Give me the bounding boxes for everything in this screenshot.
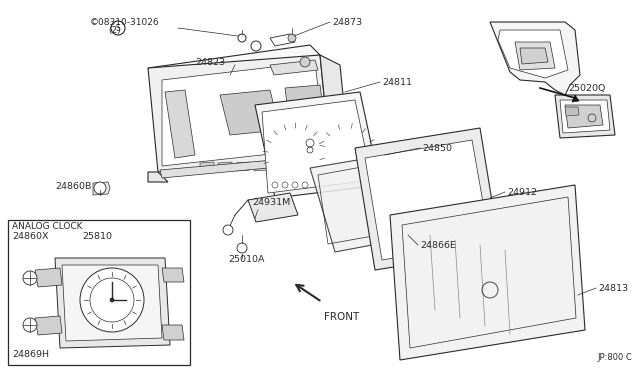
Polygon shape <box>62 265 162 341</box>
Polygon shape <box>162 268 184 282</box>
Polygon shape <box>320 55 350 165</box>
Text: 24813: 24813 <box>598 284 628 293</box>
Polygon shape <box>565 107 579 116</box>
Polygon shape <box>160 155 332 178</box>
Polygon shape <box>254 162 268 171</box>
Polygon shape <box>270 60 318 75</box>
Text: 24860X: 24860X <box>12 232 49 241</box>
Polygon shape <box>148 55 330 172</box>
Polygon shape <box>498 30 568 78</box>
Text: 24850: 24850 <box>422 144 452 153</box>
Circle shape <box>111 21 125 35</box>
Polygon shape <box>35 316 62 335</box>
Circle shape <box>251 41 261 51</box>
Polygon shape <box>55 258 170 348</box>
Text: 24860B: 24860B <box>55 182 92 191</box>
Text: 24811: 24811 <box>382 78 412 87</box>
Circle shape <box>23 318 37 332</box>
Text: 24869H: 24869H <box>12 350 49 359</box>
Circle shape <box>238 34 246 42</box>
Text: 25010A: 25010A <box>228 255 264 264</box>
Polygon shape <box>162 325 184 340</box>
Text: FRONT: FRONT <box>324 312 359 322</box>
Polygon shape <box>565 105 603 128</box>
Polygon shape <box>490 22 580 95</box>
Text: 24873: 24873 <box>332 18 362 27</box>
Polygon shape <box>295 137 328 158</box>
Text: 24823: 24823 <box>195 58 225 67</box>
Polygon shape <box>365 140 490 260</box>
Polygon shape <box>255 92 380 198</box>
Circle shape <box>23 271 37 285</box>
Polygon shape <box>162 62 325 166</box>
Text: S: S <box>116 23 120 32</box>
Polygon shape <box>236 162 250 171</box>
Polygon shape <box>555 95 615 138</box>
Text: 24931M: 24931M <box>252 198 291 207</box>
Text: 25020Q: 25020Q <box>568 84 605 93</box>
Polygon shape <box>310 152 425 252</box>
Polygon shape <box>520 48 548 64</box>
Circle shape <box>80 268 144 332</box>
Polygon shape <box>220 90 280 135</box>
Polygon shape <box>572 95 579 102</box>
Circle shape <box>223 225 233 235</box>
Polygon shape <box>270 34 295 46</box>
Text: 24866E: 24866E <box>420 241 456 250</box>
Text: JP:800 C: JP:800 C <box>597 353 632 362</box>
Polygon shape <box>148 45 320 80</box>
Polygon shape <box>355 128 500 270</box>
Circle shape <box>300 57 310 67</box>
Polygon shape <box>285 85 325 128</box>
Polygon shape <box>93 182 110 195</box>
Polygon shape <box>218 162 232 171</box>
Polygon shape <box>560 100 610 133</box>
Polygon shape <box>148 172 168 182</box>
Text: (2): (2) <box>108 26 120 35</box>
Circle shape <box>110 298 114 302</box>
Polygon shape <box>238 244 246 252</box>
Polygon shape <box>262 100 372 193</box>
Polygon shape <box>200 162 214 171</box>
Circle shape <box>94 182 106 194</box>
Polygon shape <box>35 268 62 287</box>
Text: 25810: 25810 <box>82 232 112 241</box>
Polygon shape <box>248 193 298 222</box>
Polygon shape <box>515 42 555 70</box>
Text: ANALOG CLOCK: ANALOG CLOCK <box>12 222 83 231</box>
Text: ©08310-31026: ©08310-31026 <box>90 18 159 27</box>
Circle shape <box>237 243 247 253</box>
Text: 24912: 24912 <box>507 188 537 197</box>
Circle shape <box>288 34 296 42</box>
Polygon shape <box>390 185 585 360</box>
Polygon shape <box>8 220 190 365</box>
Polygon shape <box>165 90 195 158</box>
